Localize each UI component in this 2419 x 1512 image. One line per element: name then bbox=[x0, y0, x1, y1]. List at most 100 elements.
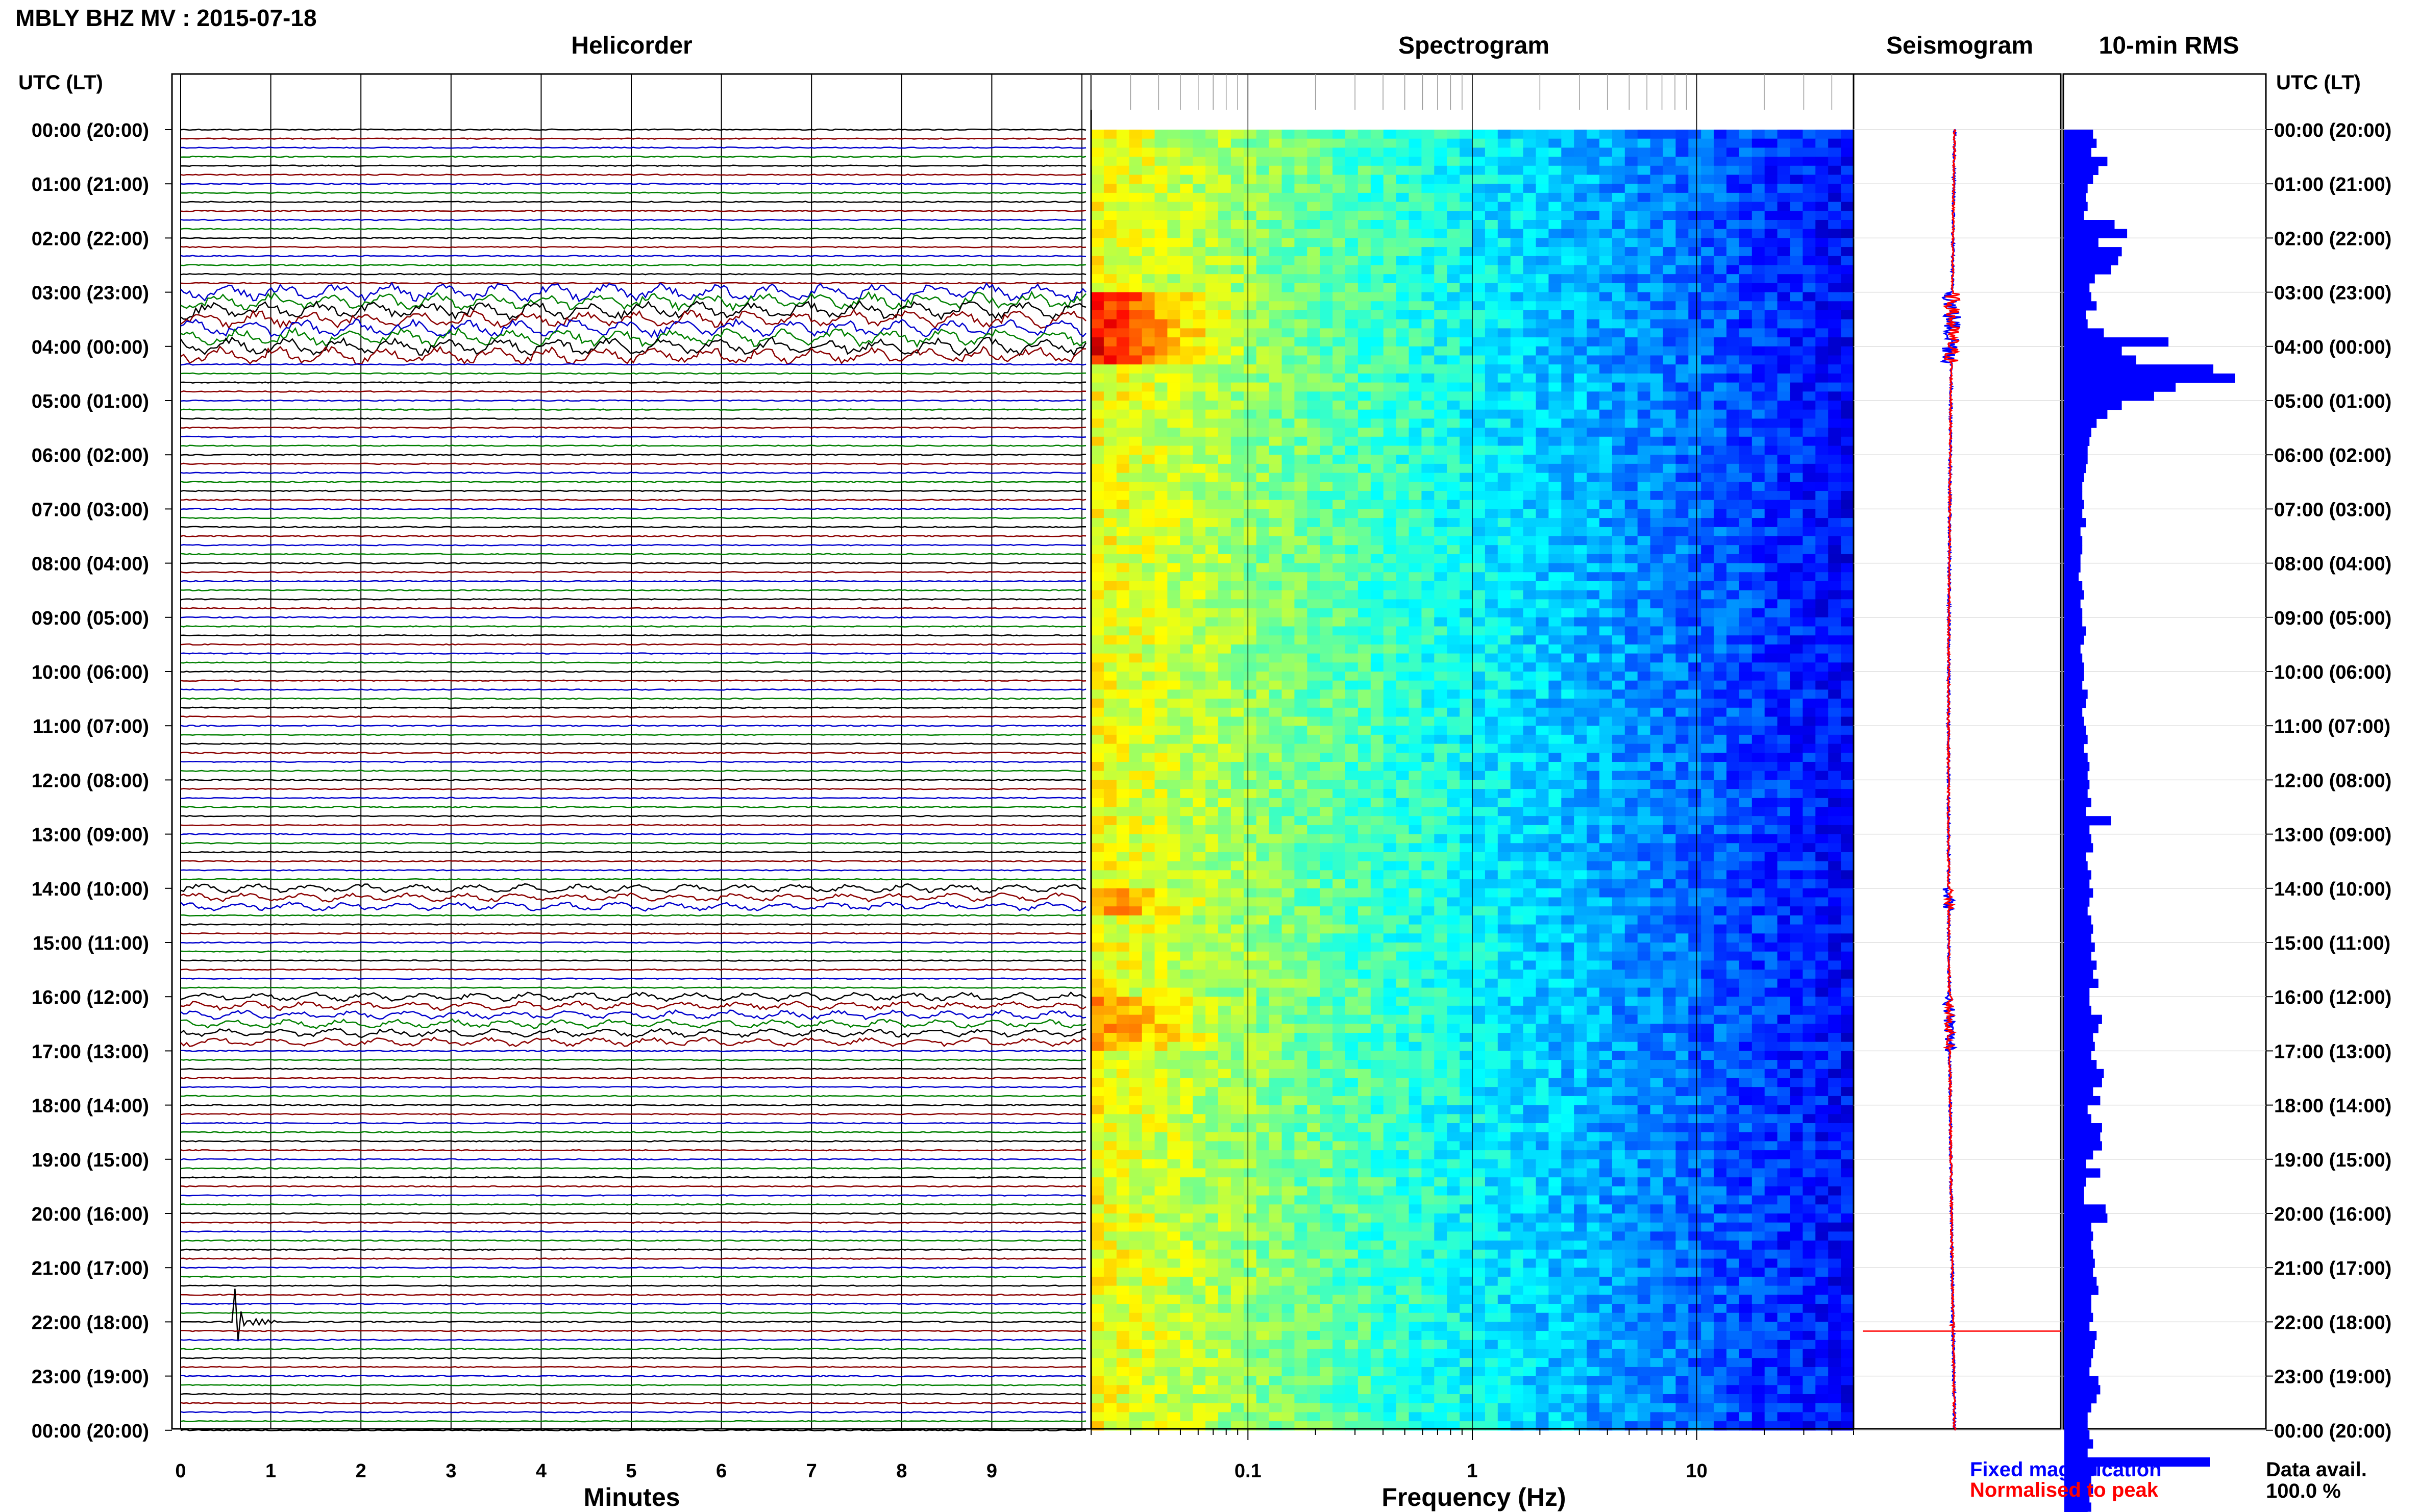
spectrogram-cell bbox=[1523, 554, 1537, 564]
spectrogram-cell bbox=[1472, 328, 1486, 338]
spectrogram-cell bbox=[1561, 834, 1574, 844]
spectrogram-cell bbox=[1180, 355, 1193, 365]
spectrogram-cell bbox=[1205, 834, 1219, 844]
spectrogram-cell bbox=[1624, 301, 1638, 311]
spectrogram-cell bbox=[1307, 716, 1320, 726]
spectrogram-cell bbox=[1701, 789, 1714, 799]
spectrogram-cell bbox=[1472, 473, 1486, 482]
spectrogram-cell bbox=[1599, 590, 1613, 600]
spectrogram-cell bbox=[1714, 743, 1727, 753]
spectrogram-cell bbox=[1345, 852, 1359, 862]
spectrogram-cell bbox=[1154, 175, 1168, 184]
spectrogram-cell bbox=[1409, 807, 1422, 816]
spectrogram-cell bbox=[1320, 518, 1333, 528]
spectrogram-cell bbox=[1320, 635, 1333, 645]
spectrogram-cell bbox=[1650, 581, 1664, 591]
spectrogram-cell bbox=[1269, 518, 1282, 528]
spectrogram-cell bbox=[1320, 445, 1333, 455]
spectrogram-cell bbox=[1790, 301, 1804, 311]
spectrogram-cell bbox=[1256, 337, 1270, 347]
spectrogram-cell bbox=[1243, 662, 1257, 672]
spectrogram-cell bbox=[1281, 743, 1295, 753]
spectrogram-cell bbox=[1320, 310, 1333, 320]
spectrogram-cell bbox=[1485, 789, 1498, 799]
spectrogram-cell bbox=[1243, 229, 1257, 238]
spectrogram-cell bbox=[1154, 743, 1168, 753]
spectrogram-cell bbox=[1167, 310, 1181, 320]
spectrogram-cell bbox=[1269, 445, 1282, 455]
spectrogram-cell bbox=[1650, 382, 1664, 392]
spectrogram-cell bbox=[1688, 780, 1701, 789]
spectrogram-cell bbox=[1103, 590, 1117, 600]
spectrogram-cell bbox=[1561, 463, 1574, 474]
spectrogram-cell bbox=[1218, 346, 1231, 356]
spectrogram-cell bbox=[1536, 662, 1549, 672]
spectrogram-cell bbox=[1624, 798, 1638, 808]
spectrogram-cell bbox=[1357, 436, 1371, 447]
spectrogram-cell bbox=[1357, 247, 1371, 257]
spectrogram-cell bbox=[1574, 825, 1587, 835]
spectrogram-cell bbox=[1409, 157, 1422, 166]
spectrogram-cell bbox=[1218, 175, 1231, 184]
spectrogram-cell bbox=[1599, 265, 1613, 275]
spectrogram-cell bbox=[1167, 563, 1181, 573]
spectrogram-cell bbox=[1828, 229, 1841, 238]
spectrogram-cell bbox=[1599, 310, 1613, 320]
spectrogram-cell bbox=[1739, 707, 1752, 717]
spectrogram-cell bbox=[1370, 184, 1384, 193]
spectrogram-cell bbox=[1307, 382, 1320, 392]
spectrogram-cell bbox=[1523, 780, 1537, 789]
spectrogram-cell bbox=[1751, 337, 1765, 347]
spectrogram-cell bbox=[1612, 653, 1625, 663]
spectrogram-cell bbox=[1116, 834, 1130, 844]
spectrogram-cell bbox=[1688, 382, 1701, 392]
spectrogram-cell bbox=[1409, 436, 1422, 447]
spectrogram-cell bbox=[1193, 500, 1206, 509]
spectrogram-cell bbox=[1142, 382, 1155, 392]
spectrogram-cell bbox=[1561, 346, 1574, 356]
spectrogram-cell bbox=[1218, 283, 1231, 293]
spectrogram-cell bbox=[1332, 455, 1346, 464]
spectrogram-cell bbox=[1675, 563, 1689, 573]
spectrogram-cell bbox=[1103, 626, 1117, 636]
spectrogram-cell bbox=[1497, 391, 1511, 401]
spectrogram-cell bbox=[1472, 165, 1486, 176]
spectrogram-cell bbox=[1281, 247, 1295, 257]
spectrogram-cell bbox=[1193, 617, 1206, 627]
spectrogram-cell bbox=[1447, 274, 1460, 284]
spectrogram-cell bbox=[1497, 130, 1511, 139]
spectrogram-cell bbox=[1612, 825, 1625, 835]
spectrogram-cell bbox=[1383, 834, 1397, 844]
spectrogram-cell bbox=[1714, 563, 1727, 573]
spectrogram-cell bbox=[1828, 301, 1841, 311]
spectrogram-cell bbox=[1663, 798, 1676, 808]
spectrogram-cell bbox=[1116, 762, 1130, 772]
spectrogram-cell bbox=[1663, 734, 1676, 745]
spectrogram-cell bbox=[1129, 274, 1143, 284]
spectrogram-cell bbox=[1409, 825, 1422, 835]
spectrogram-cell bbox=[1497, 175, 1511, 184]
spectrogram-cell bbox=[1587, 436, 1600, 447]
spectrogram-cell bbox=[1447, 364, 1460, 374]
spectrogram-cell bbox=[1116, 536, 1130, 546]
spectrogram-cell bbox=[1497, 436, 1511, 447]
spectrogram-cell bbox=[1180, 653, 1193, 663]
spectrogram-cell bbox=[1714, 283, 1727, 293]
spectrogram-cell bbox=[1383, 572, 1397, 582]
spectrogram-cell bbox=[1815, 843, 1829, 853]
spectrogram-cell bbox=[1599, 192, 1613, 203]
spectrogram-cell bbox=[1803, 211, 1816, 220]
spectrogram-cell bbox=[1714, 409, 1727, 419]
spectrogram-cell bbox=[1714, 780, 1727, 789]
helicorder-trace bbox=[180, 281, 1087, 303]
spectrogram-cell bbox=[1345, 418, 1359, 428]
spectrogram-cell bbox=[1739, 662, 1752, 672]
spectrogram-cell bbox=[1675, 175, 1689, 184]
spectrogram-cell bbox=[1332, 319, 1346, 329]
helicorder-trace bbox=[180, 155, 1087, 158]
spectrogram-cell bbox=[1739, 238, 1752, 247]
spectrogram-cell bbox=[1116, 509, 1130, 518]
spectrogram-cell bbox=[1409, 463, 1422, 474]
spectrogram-cell bbox=[1714, 265, 1727, 275]
spectrogram-cell bbox=[1536, 635, 1549, 645]
